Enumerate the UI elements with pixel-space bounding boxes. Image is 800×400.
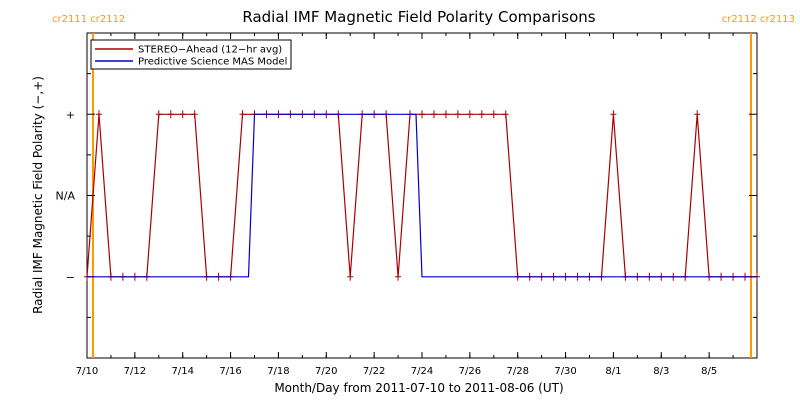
data-point bbox=[95, 110, 102, 119]
data-point bbox=[442, 110, 449, 119]
x-tick-label: 7/14 bbox=[171, 366, 193, 377]
legend-box bbox=[90, 39, 292, 70]
y-axis-label: Radial IMF Magnetic Field Polarity (−,+) bbox=[31, 76, 45, 314]
x-axis-label: Month/Day from 2011-07-10 to 2011-08-06 … bbox=[274, 381, 563, 395]
y-tick-label: − bbox=[66, 271, 75, 284]
chart-title: Radial IMF Magnetic Field Polarity Compa… bbox=[242, 8, 595, 26]
x-tick-label: 8/5 bbox=[701, 366, 717, 377]
data-point bbox=[239, 110, 246, 119]
data-point bbox=[395, 272, 402, 281]
x-tick-label: 7/10 bbox=[76, 366, 98, 377]
x-tick-label: 7/26 bbox=[459, 366, 481, 377]
y-tick-label: + bbox=[66, 108, 75, 121]
data-point bbox=[490, 110, 497, 119]
legend: STEREO−Ahead (12−hr avg)Predictive Scien… bbox=[90, 39, 292, 70]
carrington-label-1: cr2112 cr2113 bbox=[722, 14, 795, 25]
carrington-label-0: cr2111 cr2112 bbox=[52, 14, 125, 25]
data-point bbox=[694, 110, 701, 119]
series-line-1 bbox=[87, 113, 757, 278]
data-point bbox=[347, 272, 354, 281]
series-layer bbox=[84, 110, 760, 281]
series-line-0 bbox=[86, 113, 757, 278]
legend-label-1: Predictive Science MAS Model bbox=[138, 57, 287, 68]
x-tick-label: 8/3 bbox=[653, 366, 669, 377]
data-point bbox=[191, 110, 198, 119]
data-point bbox=[466, 110, 473, 119]
data-point bbox=[179, 110, 186, 119]
x-tick-label: 7/22 bbox=[363, 366, 385, 377]
data-point bbox=[155, 110, 162, 119]
x-tick-label: 7/12 bbox=[124, 366, 146, 377]
axis-ticks: 7/10 7/12 7/14 7/16 7/18 7/20 7/22 7/24 7/26 7/28… bbox=[56, 32, 757, 377]
legend-label-0: STEREO−Ahead (12−hr avg) bbox=[138, 45, 282, 56]
x-tick-label: 7/28 bbox=[506, 366, 528, 377]
x-tick-label: 8/1 bbox=[605, 366, 621, 377]
x-tick-label: 7/24 bbox=[411, 366, 433, 377]
x-tick-label: 7/16 bbox=[219, 366, 241, 377]
y-tick-label: N/A bbox=[56, 190, 76, 203]
data-point bbox=[610, 110, 617, 119]
x-tick-label: 7/20 bbox=[315, 366, 337, 377]
data-point bbox=[454, 110, 461, 119]
x-tick-label: 7/18 bbox=[267, 366, 289, 377]
plot-frame bbox=[86, 32, 758, 359]
data-point bbox=[167, 110, 174, 119]
data-point bbox=[502, 110, 509, 119]
data-point bbox=[478, 110, 485, 119]
x-tick-label: 7/30 bbox=[554, 366, 576, 377]
data-point bbox=[419, 110, 425, 119]
data-point bbox=[430, 110, 437, 119]
